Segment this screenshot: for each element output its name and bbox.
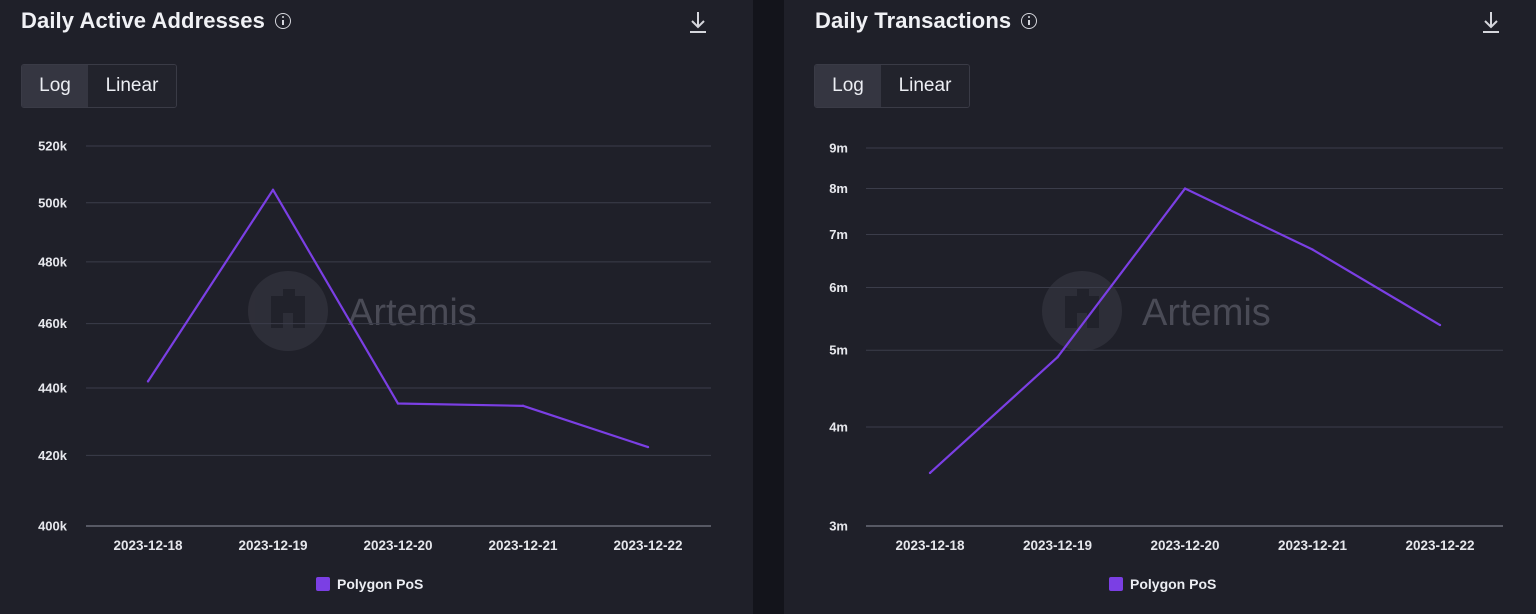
- y-tick-label: 520k: [38, 139, 68, 154]
- download-icon[interactable]: [1481, 10, 1501, 36]
- x-tick-label: 2023-12-18: [113, 538, 183, 553]
- y-tick-label: 420k: [38, 448, 68, 463]
- y-tick-label: 4m: [829, 420, 848, 435]
- data-point[interactable]: [1056, 355, 1059, 359]
- x-tick-label: 2023-12-22: [1405, 538, 1474, 553]
- legend-item[interactable]: Polygon PoS: [1109, 576, 1216, 592]
- x-tick-label: 2023-12-19: [238, 538, 307, 553]
- x-tick-label: 2023-12-21: [488, 538, 558, 553]
- data-point[interactable]: [1311, 248, 1314, 251]
- panel-header: Daily Transactions: [815, 8, 1038, 34]
- data-point[interactable]: [521, 404, 525, 408]
- x-tick-label: 2023-12-19: [1023, 538, 1092, 553]
- data-point[interactable]: [928, 471, 932, 475]
- legend-item[interactable]: Polygon PoS: [316, 576, 423, 592]
- log-scale-button[interactable]: Log: [815, 65, 881, 107]
- info-icon[interactable]: [1021, 13, 1038, 29]
- legend-swatch: [1109, 577, 1123, 591]
- y-tick-label: 5m: [829, 343, 848, 358]
- chart-panel-daily-transactions: Daily Transactions Log Linear Artemis 3m 4…: [784, 0, 1536, 614]
- panel-header: Daily Active Addresses: [21, 8, 291, 34]
- chart-title: Daily Transactions: [815, 8, 1012, 33]
- scale-toggle: Log Linear: [814, 64, 970, 108]
- x-tick-label: 2023-12-21: [1278, 538, 1348, 553]
- y-tick-label: 400k: [38, 519, 68, 534]
- watermark-text: Artemis: [348, 292, 477, 334]
- y-tick-label: 480k: [38, 254, 68, 269]
- x-tick-label: 2023-12-18: [895, 538, 965, 553]
- y-tick-label: 500k: [38, 195, 68, 210]
- download-icon[interactable]: [688, 10, 708, 36]
- watermark-logo: [248, 271, 328, 351]
- y-tick-label: 440k: [38, 380, 68, 395]
- line-chart: Artemis 3m 4m 5m 6m 7m 8m 9m 2023-12-18 2023-12-1…: [829, 141, 1503, 553]
- x-tick-label: 2023-12-20: [363, 538, 432, 553]
- watermark-logo: [1042, 271, 1122, 351]
- data-point[interactable]: [1438, 323, 1442, 327]
- log-scale-button[interactable]: Log: [22, 65, 88, 107]
- y-tick-label: 6m: [829, 280, 848, 295]
- y-tick-label: 460k: [38, 316, 68, 331]
- legend-label: Polygon PoS: [337, 576, 424, 592]
- data-point[interactable]: [646, 445, 650, 449]
- data-point[interactable]: [1183, 187, 1187, 190]
- watermark-text: Artemis: [1142, 292, 1271, 334]
- chart-title: Daily Active Addresses: [21, 8, 265, 33]
- scale-toggle: Log Linear: [21, 64, 177, 108]
- y-tick-label: 3m: [829, 519, 848, 534]
- chart-panel-daily-active-addresses: Daily Active Addresses Log Linear Artemi…: [0, 0, 753, 614]
- data-point[interactable]: [146, 380, 150, 383]
- linear-scale-button[interactable]: Linear: [881, 65, 969, 107]
- info-icon[interactable]: [274, 13, 291, 29]
- data-point[interactable]: [271, 188, 275, 192]
- y-tick-label: 7m: [829, 227, 848, 242]
- y-tick-label: 8m: [829, 181, 848, 196]
- x-tick-label: 2023-12-22: [613, 538, 682, 553]
- legend-swatch: [316, 577, 330, 591]
- data-point[interactable]: [396, 402, 400, 405]
- linear-scale-button[interactable]: Linear: [88, 65, 176, 107]
- line-chart: Artemis 400k 420k 440k 460k 480k 500k 520k 2023-…: [38, 139, 711, 553]
- y-tick-label: 9m: [829, 141, 848, 156]
- legend-label: Polygon PoS: [1130, 576, 1217, 592]
- x-tick-label: 2023-12-20: [1150, 538, 1219, 553]
